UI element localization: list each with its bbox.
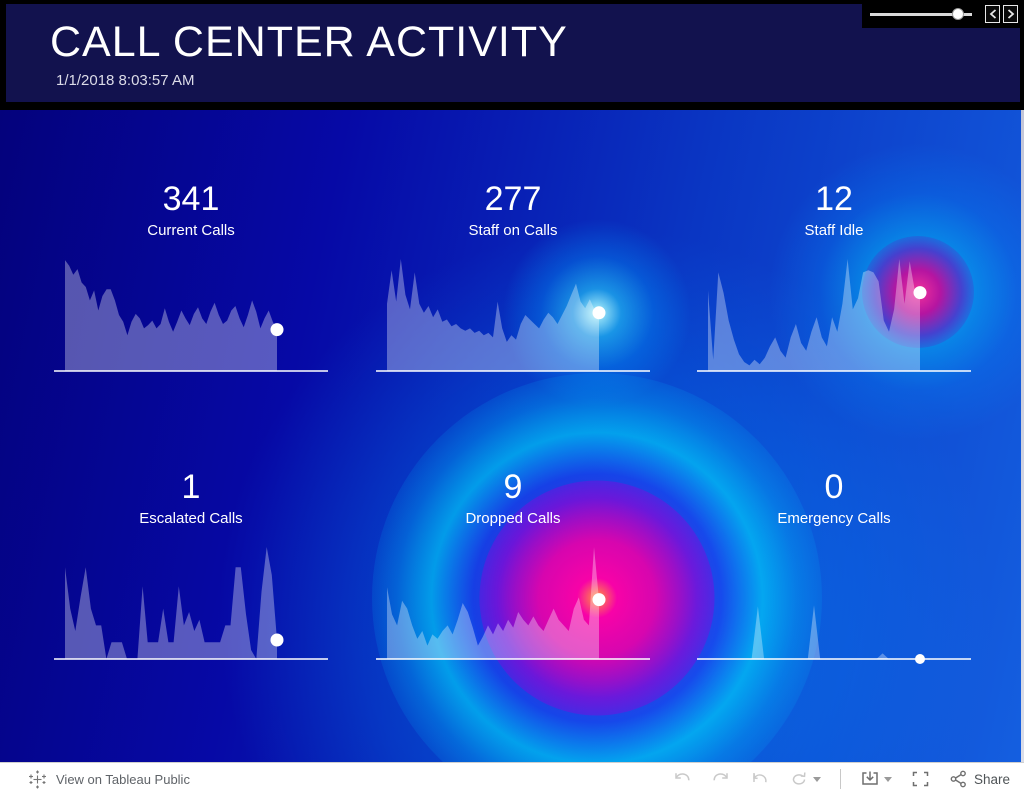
metric-label: Escalated Calls xyxy=(139,510,243,527)
timestamp: 1/1/2018 8:03:57 AM xyxy=(56,72,195,90)
share-button[interactable]: Share xyxy=(949,770,1010,788)
story-scrubber xyxy=(862,0,1024,28)
refresh-icon xyxy=(792,772,806,785)
download-icon xyxy=(862,771,878,785)
fullscreen-button[interactable] xyxy=(911,770,930,788)
metric-label: Emergency Calls xyxy=(777,510,891,527)
sparkline-emergency-calls[interactable] xyxy=(697,541,971,666)
redo-icon xyxy=(713,773,728,781)
view-on-tableau-public-link[interactable]: View on Tableau Public xyxy=(28,770,672,789)
share-icon xyxy=(950,770,966,788)
redo-button[interactable] xyxy=(711,770,731,788)
metric-dropped-calls: 9 Dropped Calls xyxy=(376,466,650,666)
sparkline-escalated-calls[interactable] xyxy=(54,541,328,666)
metric-label: Current Calls xyxy=(147,222,235,239)
view-on-label: View on Tableau Public xyxy=(56,771,190,787)
metric-label: Staff Idle xyxy=(804,222,864,239)
metric-value: 277 xyxy=(484,180,542,218)
header-panel: CALL CENTER ACTIVITY 1/1/2018 8:03:57 AM xyxy=(6,4,1020,102)
chevron-down-icon xyxy=(883,776,892,782)
metric-value: 0 xyxy=(824,468,844,506)
metric-value: 12 xyxy=(815,180,853,218)
metric-value: 341 xyxy=(162,180,220,218)
tableau-logo-icon xyxy=(29,770,46,788)
chevron-right-icon xyxy=(1007,9,1014,19)
metric-value: 9 xyxy=(503,468,523,506)
sparkline-staff-on-calls[interactable] xyxy=(376,253,650,378)
metric-staff-on-calls: 277 Staff on Calls xyxy=(376,178,650,378)
chevron-down-icon xyxy=(812,776,821,782)
page-title: CALL CENTER ACTIVITY xyxy=(50,18,568,66)
dashboard-header: CALL CENTER ACTIVITY 1/1/2018 8:03:57 AM xyxy=(0,0,1024,110)
revert-button[interactable] xyxy=(750,770,770,788)
metric-label: Staff on Calls xyxy=(468,222,558,239)
undo-icon xyxy=(675,773,690,781)
revert-icon xyxy=(753,773,767,783)
next-button[interactable] xyxy=(1003,5,1018,23)
metric-current-calls: 341 Current Calls xyxy=(54,178,328,378)
download-dropdown-button[interactable] xyxy=(860,770,892,788)
undo-button[interactable] xyxy=(672,770,692,788)
metric-label: Dropped Calls xyxy=(465,510,561,527)
metric-escalated-calls: 1 Escalated Calls xyxy=(54,466,328,666)
toolbar-divider xyxy=(839,769,841,789)
share-label: Share xyxy=(973,771,1010,787)
sparkline-staff-idle[interactable] xyxy=(697,253,971,378)
metric-staff-idle: 12 Staff Idle xyxy=(697,178,971,378)
metric-value: 1 xyxy=(181,468,201,506)
toolbar-actions: Share xyxy=(672,769,1010,789)
scrubber-track[interactable] xyxy=(870,8,972,20)
refresh-dropdown-button[interactable] xyxy=(789,770,821,788)
scrubber-handle[interactable] xyxy=(951,8,964,20)
chevron-left-icon xyxy=(989,9,996,19)
dashboard-canvas: 341 Current Calls 277 Staff on Calls 12 … xyxy=(0,110,1024,762)
metric-emergency-calls: 0 Emergency Calls xyxy=(697,466,971,666)
sparkline-dropped-calls[interactable] xyxy=(376,541,650,666)
sparkline-current-calls[interactable] xyxy=(54,253,328,378)
previous-button[interactable] xyxy=(985,5,1000,23)
fullscreen-icon xyxy=(912,771,929,787)
tableau-toolbar: View on Tableau Public xyxy=(0,762,1024,795)
